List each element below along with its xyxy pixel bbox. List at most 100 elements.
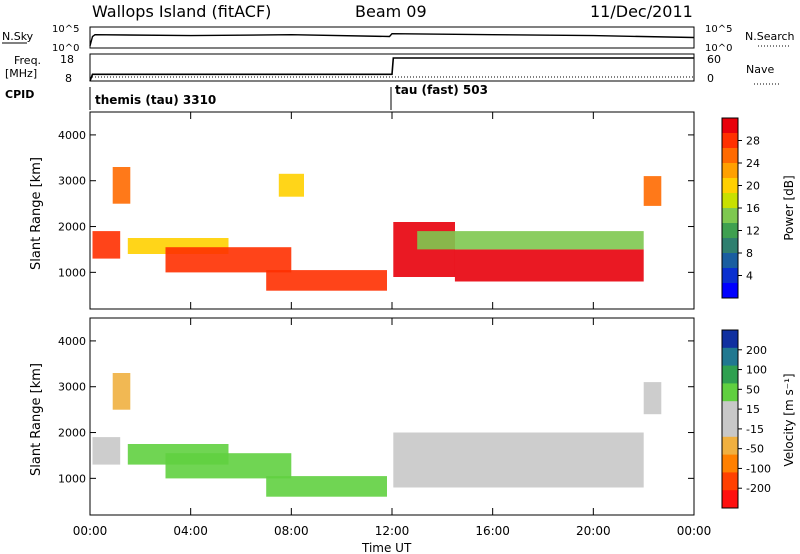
nsky-tick-top: 10^5 <box>52 24 79 35</box>
nsearch-tick-top: 10^5 <box>705 24 732 35</box>
power-echo-band <box>278 173 304 197</box>
velocity-colorbar-label: Velocity [m s⁻¹] <box>782 373 796 466</box>
x-axis-label: Time UT <box>361 541 412 554</box>
freq-line <box>89 57 694 82</box>
power-echo-band <box>266 270 387 291</box>
colorbar-swatch <box>722 365 738 384</box>
nsky-panel: N.Sky 10^5 10^0 10^5 10^0 N.Search <box>2 24 795 54</box>
velocity-echo-band <box>643 382 662 415</box>
colorbar-swatch <box>722 401 738 420</box>
site-title: Wallops Island (fitACF) <box>92 2 271 21</box>
colorbar-swatch <box>722 490 738 509</box>
colorbar-swatch <box>722 253 738 269</box>
power-echo-band <box>393 222 455 277</box>
colorbar-swatch <box>722 268 738 284</box>
colorbar-tick-label: -50 <box>746 443 764 456</box>
colorbar-swatch <box>722 148 738 164</box>
power-colorbar-swatches <box>722 118 738 299</box>
nsky-line <box>89 32 695 47</box>
colorbar-swatch <box>722 223 738 239</box>
colorbar-swatch <box>722 238 738 254</box>
colorbar-tick-label: 8 <box>746 247 753 260</box>
colorbar-swatch <box>722 383 738 402</box>
nave-label: Nave <box>746 63 774 76</box>
nave-tick-top: 60 <box>707 53 721 66</box>
colorbar-tick-label: 12 <box>746 225 760 238</box>
nsky-label: N.Sky <box>2 30 34 43</box>
freq-unit: [MHz] <box>5 67 37 80</box>
velocity-yticks: 4000 3000 2000 1000 <box>58 335 694 485</box>
power-echo-band <box>165 247 292 273</box>
colorbar-tick-label: 24 <box>746 157 760 170</box>
colorbar-swatch <box>722 347 738 367</box>
colorbar-swatch <box>722 208 738 224</box>
colorbar-swatch <box>722 163 738 179</box>
colorbar-tick-label: -15 <box>746 423 764 436</box>
x-tick-label: 16:00 <box>475 524 510 538</box>
cpid-segment-1: themis (tau) 3310 <box>95 93 216 107</box>
x-tick-label: 04:00 <box>173 524 208 538</box>
colorbar-swatch <box>722 178 738 194</box>
power-colorbar-label: Power [dB] <box>782 175 796 240</box>
nsearch-tick-bottom: 10^0 <box>705 43 732 54</box>
colorbar-swatch <box>722 419 738 438</box>
y-tick-label: 1000 <box>58 472 86 485</box>
velocity-echo-band <box>393 432 644 488</box>
x-tick-label: 20:00 <box>576 524 611 538</box>
colorbar-swatch <box>722 454 738 473</box>
colorbar-swatch <box>722 193 738 209</box>
cpid-segment-2: tau (fast) 503 <box>395 83 488 97</box>
velocity-ylabel: Slant Range [km] <box>29 363 44 476</box>
colorbar-tick-label: 20 <box>746 180 760 193</box>
power-echo-band <box>92 231 121 259</box>
power-panel: Slant Range [km] 4000 3000 2000 1000 <box>29 111 695 310</box>
beam-title: Beam 09 <box>355 2 427 21</box>
freq-tick-top: 18 <box>60 53 74 66</box>
freq-tick-bottom: 8 <box>65 72 72 85</box>
nsky-tick-bottom: 10^0 <box>52 43 79 54</box>
y-tick-label: 1000 <box>58 266 86 279</box>
power-colorbar-ticks: 28 24 20 16 12 8 4 <box>738 135 760 283</box>
y-tick-label: 4000 <box>58 335 86 348</box>
power-echo-band <box>112 167 131 204</box>
power-yticks: 4000 3000 2000 1000 <box>58 129 694 279</box>
cpid-panel: CPID themis (tau) 3310 tau (fast) 503 <box>5 83 488 110</box>
power-echo-band <box>417 231 644 250</box>
cpid-label: CPID <box>5 88 34 101</box>
colorbar-tick-label: -100 <box>746 462 771 475</box>
power-ylabel: Slant Range [km] <box>29 157 44 270</box>
colorbar-tick-label: -200 <box>746 482 771 495</box>
colorbar-tick-label: 100 <box>746 364 767 377</box>
velocity-echo-band <box>92 437 121 465</box>
colorbar-tick-label: 4 <box>746 270 753 283</box>
colorbar-swatch <box>722 472 738 491</box>
colorbar-swatch <box>722 283 738 299</box>
power-echo-band <box>643 176 662 206</box>
colorbar-tick-label: 200 <box>746 344 767 357</box>
colorbar-tick-label: 50 <box>746 383 760 396</box>
y-tick-label: 4000 <box>58 129 86 142</box>
x-tick-label: 12:00 <box>375 524 410 538</box>
power-colorbar: 28 24 20 16 12 8 4 Power [dB] <box>721 117 796 299</box>
nave-tick-bottom: 0 <box>707 72 714 85</box>
colorbar-swatch <box>722 330 738 349</box>
y-tick-label: 3000 <box>58 381 86 394</box>
y-tick-label: 3000 <box>58 175 86 188</box>
x-tick-label: 00:00 <box>677 524 712 538</box>
velocity-colorbar: 200 100 50 15 -15 -50 -100 -200 Velocity [m s⁻¹… <box>721 329 796 509</box>
x-tick-label: 00:00 <box>73 524 108 538</box>
power-echoes <box>92 167 662 291</box>
colorbar-tick-label: 15 <box>746 403 760 416</box>
freq-label: Freq. <box>14 54 41 67</box>
velocity-echoes <box>92 373 662 497</box>
velocity-echo-band <box>112 373 131 410</box>
colorbar-swatch <box>722 133 738 149</box>
x-tick-label: 08:00 <box>274 524 309 538</box>
velocity-echo-band <box>266 476 387 497</box>
y-tick-label: 2000 <box>58 427 86 440</box>
power-echo-band <box>454 249 644 282</box>
x-axis: 00:00 04:00 08:00 12:00 16:00 20:00 00:00 <box>73 112 712 538</box>
velocity-echo-band <box>165 453 292 479</box>
date-title: 11/Dec/2011 <box>590 2 693 21</box>
